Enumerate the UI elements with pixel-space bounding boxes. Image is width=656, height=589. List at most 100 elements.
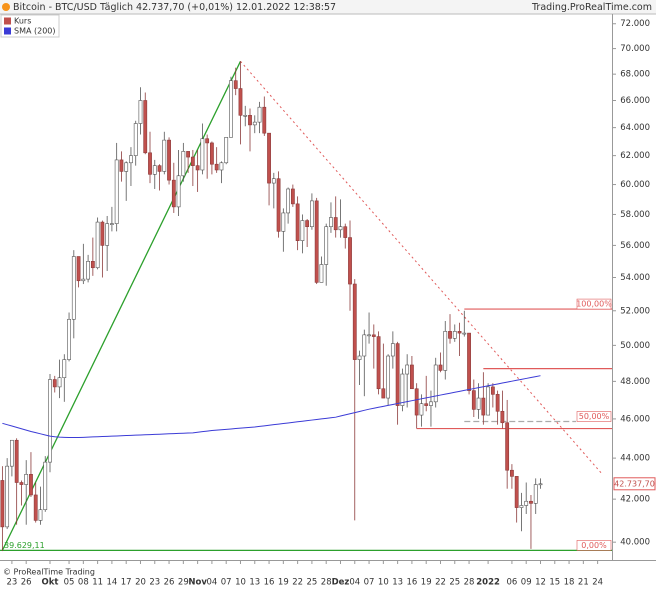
candle-body — [95, 221, 100, 269]
candle-body — [490, 386, 495, 395]
x-tick-label: 22 — [292, 578, 303, 588]
legend-label: Kurs — [14, 17, 31, 26]
candle-body — [419, 403, 424, 416]
candle-body — [371, 334, 376, 337]
candle-body — [448, 331, 452, 339]
candle-body — [110, 223, 114, 225]
candle-body — [452, 331, 457, 339]
candle-body — [86, 261, 90, 280]
candle-body — [300, 220, 305, 241]
candle-body — [62, 359, 67, 379]
candle-body — [81, 278, 86, 282]
x-tick-label: 13 — [392, 578, 403, 588]
y-tick-label: 64.000 — [620, 123, 650, 133]
candle-body — [162, 139, 167, 172]
candle-body — [400, 373, 405, 406]
candle-body — [467, 332, 471, 391]
y-tick-label: 42.000 — [620, 495, 650, 505]
candle-body — [462, 332, 467, 335]
candle-body — [152, 165, 157, 175]
candle-body — [443, 331, 448, 371]
candle-body — [310, 200, 314, 228]
candle-body — [314, 200, 319, 283]
fib-low-label: 39.629,11 — [4, 541, 45, 550]
sma-line — [2, 375, 541, 439]
x-tick-label: 07 — [221, 578, 232, 588]
candle-body — [129, 155, 133, 164]
candle-body — [143, 100, 148, 154]
candle-body — [343, 226, 348, 238]
candle-body — [167, 139, 171, 181]
candle-body — [286, 188, 291, 214]
candle-body — [381, 388, 386, 399]
x-tick-label: 14 — [106, 578, 117, 588]
candle-body — [333, 217, 338, 231]
candle-body — [481, 397, 486, 416]
candle-body — [367, 334, 371, 337]
last-price-box — [613, 477, 656, 491]
x-tick-label: Okt — [42, 578, 59, 588]
candle-body — [181, 151, 186, 177]
candle-body — [495, 394, 500, 412]
candle-body — [357, 355, 362, 360]
candle-body — [414, 388, 419, 416]
candle-body — [519, 505, 524, 508]
candle-body — [257, 106, 262, 123]
candle-body — [276, 178, 281, 232]
x-tick-label: 07 — [364, 578, 375, 588]
candle-body — [324, 226, 329, 265]
candle-body — [538, 483, 543, 486]
y-tick-label: 44.000 — [620, 454, 650, 464]
fib-label: 50,00% — [579, 412, 610, 421]
candle-body — [195, 165, 200, 171]
x-tick-label: 20 — [135, 578, 146, 588]
candle-body — [433, 364, 438, 403]
chart-title: Bitcoin - BTC/USD Täglich 42.737,70 (+0,… — [13, 2, 336, 13]
candle-body — [281, 212, 286, 232]
source: Trading.ProRealTime.com — [531, 2, 652, 13]
x-tick-label: 2022 — [476, 578, 500, 588]
last-price-label: 42.737,70 — [614, 479, 655, 488]
candle-body — [219, 162, 224, 171]
candle-body — [405, 364, 410, 375]
x-tick-label: 26 — [164, 578, 175, 588]
candle-body — [148, 152, 152, 175]
legend-label: SMA (200) — [14, 27, 56, 36]
candle-body — [271, 178, 276, 184]
candle-body — [438, 364, 443, 371]
x-tick-label: Dez — [332, 578, 350, 588]
x-tick-label: 15 — [549, 578, 560, 588]
x-tick-label: 28 — [321, 578, 332, 588]
legend-swatch — [4, 27, 11, 35]
candle-body — [14, 439, 19, 483]
candle-body — [233, 80, 238, 89]
x-tick-label: 19 — [421, 578, 432, 588]
candle-body — [157, 165, 162, 172]
candle-body — [248, 115, 252, 126]
candle-body — [529, 500, 533, 504]
candle-body — [290, 188, 295, 205]
fib-label-box — [576, 411, 612, 422]
candle-body — [19, 482, 24, 485]
legend-box — [0, 14, 60, 38]
x-tick-label: 19 — [278, 578, 289, 588]
x-tick-label: 18 — [564, 578, 575, 588]
candle-body — [38, 509, 43, 521]
header-bar — [0, 0, 656, 14]
candle-body — [90, 261, 95, 269]
y-tick-label: 46.000 — [620, 414, 650, 424]
candle-body — [319, 264, 324, 283]
x-tick-label: 28 — [464, 578, 475, 588]
candle-body — [224, 137, 229, 164]
candle-body — [471, 390, 476, 410]
candle-body — [267, 132, 271, 184]
x-tick-label: 29 — [178, 578, 189, 588]
candle-body — [67, 318, 71, 360]
candle-body — [305, 220, 310, 228]
coin-icon — [2, 3, 10, 11]
trendline — [1, 60, 242, 551]
x-tick-label: 10 — [235, 578, 246, 588]
y-tick-label: 70.000 — [620, 44, 650, 54]
candle-body — [33, 494, 38, 521]
